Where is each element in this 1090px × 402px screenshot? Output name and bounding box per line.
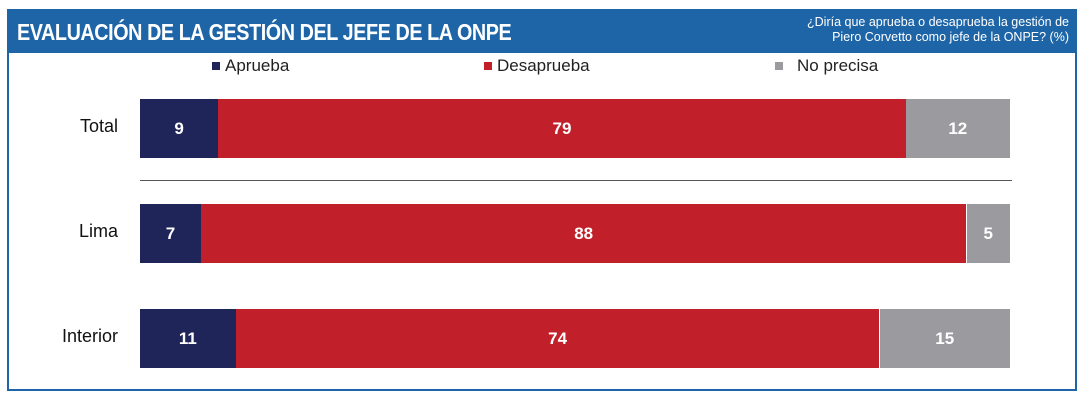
total-divider: [140, 180, 1012, 181]
data-label: 9: [174, 118, 184, 138]
data-label: 11: [178, 328, 197, 348]
data-label: 7: [165, 223, 176, 243]
chart-frame: EVALUACIÓN DE LA GESTIÓN DEL JEFE DE LA …: [7, 9, 1077, 391]
legend-item-desaprueba: Desaprueba: [484, 56, 590, 76]
bar-total-desaprueba: 79: [218, 99, 906, 158]
bar-lima-aprueba: 7: [140, 204, 201, 263]
question-line-1: ¿Diría que aprueba o desaprueba la gesti…: [807, 15, 1069, 29]
legend-swatch: [775, 62, 783, 70]
data-label: 5: [983, 223, 993, 243]
data-label: 79: [552, 118, 572, 138]
category-label-total: Total: [79, 116, 118, 136]
data-label: 15: [935, 328, 955, 348]
bar-interior-no-precisa: 15: [879, 309, 1010, 368]
category-label-interior: Interior: [61, 326, 118, 346]
survey-question: ¿Diría que aprueba o desaprueba la gesti…: [807, 15, 1069, 45]
legend-label: Aprueba: [225, 56, 290, 75]
question-line-2: Piero Corvetto como jefe de la ONPE? (%): [832, 30, 1069, 44]
category-label-lima: Lima: [78, 221, 118, 241]
legend-swatch: [212, 62, 220, 70]
legend-item-aprueba: Aprueba: [212, 56, 289, 76]
bar-total-aprueba: 9: [140, 99, 219, 158]
bar-interior-aprueba: 11: [140, 309, 236, 368]
bar-lima-desaprueba: 88: [200, 204, 967, 263]
legend-label: No precisa: [797, 56, 879, 75]
bar-lima-no-precisa: 5: [966, 204, 1010, 263]
legend-swatch: [484, 62, 492, 70]
data-label: 74: [548, 328, 568, 348]
bar-interior-desaprueba: 74: [235, 309, 880, 368]
legend-item-no-precisa: No precisa: [775, 56, 878, 76]
data-label: 88: [574, 223, 594, 243]
data-label: 12: [948, 118, 968, 138]
bar-total-no-precisa: 12: [905, 99, 1010, 158]
chart-header: EVALUACIÓN DE LA GESTIÓN DEL JEFE DE LA …: [9, 11, 1075, 53]
legend-label: Desaprueba: [497, 56, 590, 75]
chart-title: EVALUACIÓN DE LA GESTIÓN DEL JEFE DE LA …: [17, 19, 512, 45]
